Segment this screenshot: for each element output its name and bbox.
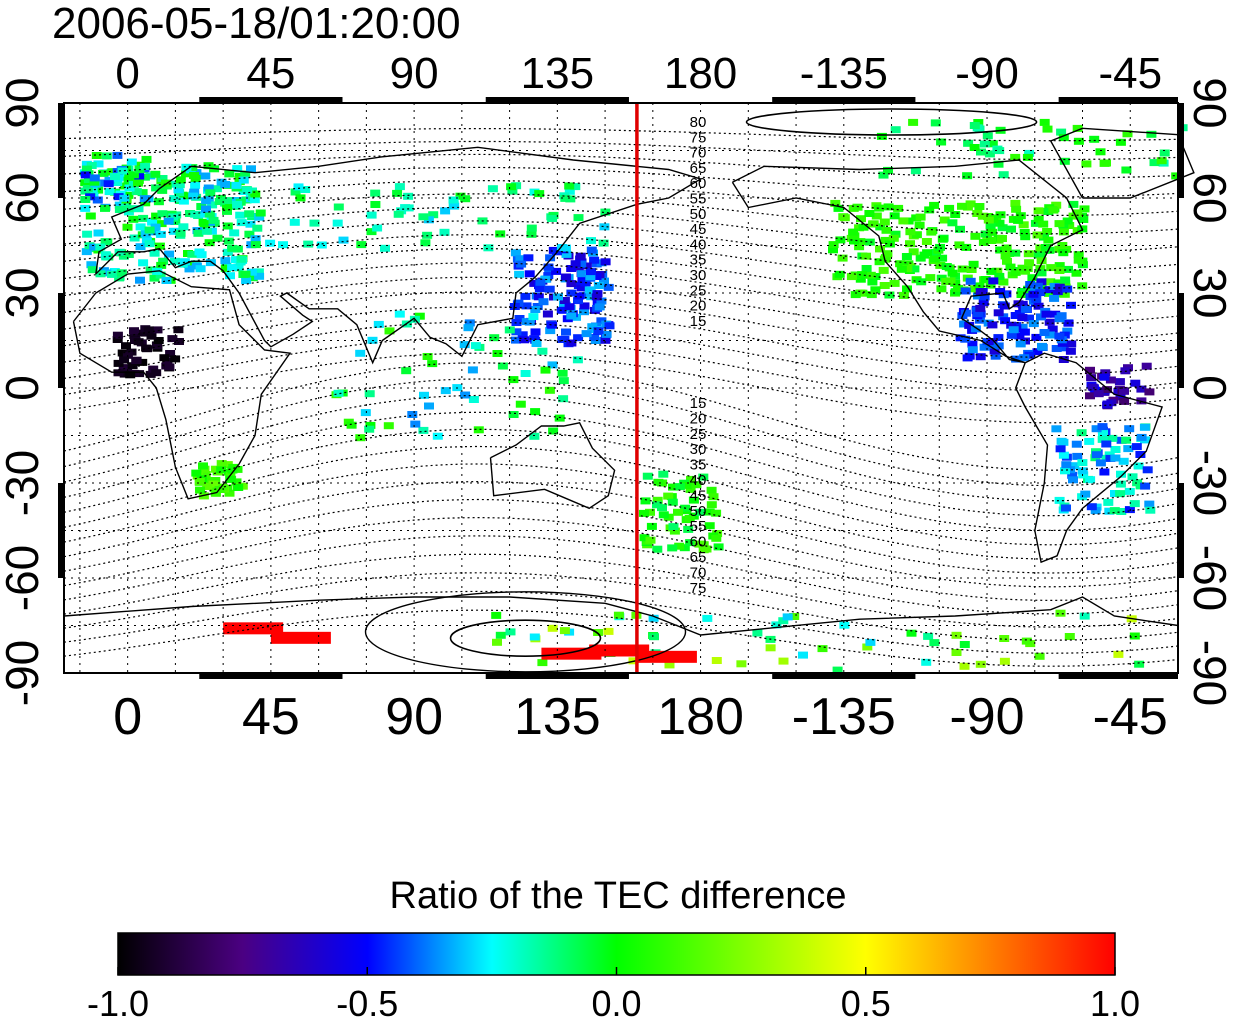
frame-bar <box>772 97 916 103</box>
top-lon-tick-label: 180 <box>664 49 737 98</box>
bottom-lon-tick-label: 135 <box>514 688 601 746</box>
right-lat-tick-label: 60 <box>1184 172 1236 223</box>
right-lat-tick-label: 30 <box>1184 267 1236 318</box>
frame-bar <box>1178 483 1184 578</box>
contour-label-north: 20 <box>690 298 707 315</box>
top-lon-ticks: 0 45 90 135 180 -135 -90 -45 <box>115 49 1162 98</box>
contour-label-south: 45 <box>690 487 707 504</box>
timestamp-title: 2006-05-18/01:20:00 <box>52 0 461 48</box>
bottom-lon-tick-label: -45 <box>1093 688 1168 746</box>
colorbar-tick-label: 1.0 <box>1090 983 1140 1024</box>
colorbar-tick-label: -1.0 <box>87 983 149 1024</box>
top-lon-tick-label: 90 <box>390 49 439 98</box>
colorbar-tick-label: 0.5 <box>841 983 891 1024</box>
contour-label-north: 75 <box>690 129 707 146</box>
contour-label-south: 15 <box>690 395 707 412</box>
top-lon-tick-label: 0 <box>115 49 139 98</box>
contour-label-north: 45 <box>690 221 707 238</box>
frame-bar <box>772 673 916 679</box>
bottom-lon-ticks: 0 45 90 135 180 -135 -90 -45 <box>113 688 1168 746</box>
contour-label-north: 25 <box>690 282 707 299</box>
contour-label-south: 55 <box>690 518 707 535</box>
left-lat-tick-label: 60 <box>0 172 48 223</box>
left-lat-tick-label: -30 <box>0 450 48 516</box>
right-lat-tick-label: -60 <box>1184 545 1236 611</box>
frame-bar <box>199 673 343 679</box>
colorbar-title: Ratio of the TEC difference <box>390 875 847 917</box>
contour-label-north: 40 <box>690 236 707 253</box>
top-lon-tick-label: -90 <box>955 49 1019 98</box>
contour-label-south: 40 <box>690 472 707 489</box>
contour-label-north: 50 <box>690 206 707 223</box>
magnetic-latitude-contours <box>63 108 1179 673</box>
bottom-lon-tick-label: 90 <box>385 688 443 746</box>
frame-bar <box>199 97 343 103</box>
contour-label-south: 25 <box>690 426 707 443</box>
contour-label-north: 60 <box>690 175 707 192</box>
left-lat-tick-label: 90 <box>0 77 48 128</box>
frame-bar <box>58 293 64 388</box>
frame-bar <box>1178 103 1184 198</box>
contour-label-south: 70 <box>690 564 707 581</box>
left-lat-tick-label: 30 <box>0 267 48 318</box>
frame-bar <box>485 673 629 679</box>
bottom-lon-tick-label: -90 <box>949 688 1024 746</box>
top-lon-tick-label: 135 <box>521 49 594 98</box>
frame-bars <box>58 97 1184 679</box>
contour-label-north: 65 <box>690 160 707 177</box>
left-lat-tick-label: -90 <box>0 640 48 706</box>
frame-bar <box>1058 97 1178 103</box>
frame-bar <box>485 97 629 103</box>
left-lat-ticks: 90 60 30 0 -30 -60 -90 <box>0 77 48 706</box>
right-lat-ticks: 90 60 30 0 -30 -60 -90 <box>1184 77 1236 706</box>
right-lat-tick-label: -30 <box>1184 450 1236 516</box>
contour-labels: 8075706560555045403530252015152025303540… <box>690 114 707 597</box>
frame-bar <box>1178 293 1184 388</box>
right-lat-tick-label: 90 <box>1184 77 1236 128</box>
frame-bar <box>1058 673 1178 679</box>
contour-label-north: 80 <box>690 114 707 131</box>
colorbar-ticks: -1.0 -0.5 0.0 0.5 1.0 <box>87 967 1140 1024</box>
left-lat-tick-label: -60 <box>0 545 48 611</box>
contour-label-south: 60 <box>690 534 707 551</box>
bottom-lon-tick-label: 45 <box>242 688 300 746</box>
contour-label-south: 75 <box>690 580 707 597</box>
contour-label-south: 30 <box>690 441 707 458</box>
bottom-lon-tick-label: 0 <box>113 688 142 746</box>
frame-bar <box>58 483 64 578</box>
top-lon-tick-label: -45 <box>1098 49 1162 98</box>
contour-label-south: 65 <box>690 549 707 566</box>
bottom-lon-tick-label: 180 <box>657 688 744 746</box>
contour-label-south: 35 <box>690 457 707 474</box>
bottom-lon-tick-label: -135 <box>792 688 896 746</box>
contour-label-south: 20 <box>690 410 707 427</box>
contour-label-north: 70 <box>690 145 707 162</box>
contour-label-north: 55 <box>690 191 707 208</box>
contour-label-north: 30 <box>690 267 707 284</box>
right-lat-tick-label: -90 <box>1184 640 1236 706</box>
top-lon-tick-label: -135 <box>800 49 888 98</box>
left-lat-tick-label: 0 <box>0 375 48 401</box>
top-lon-tick-label: 45 <box>246 49 295 98</box>
contour-label-north: 35 <box>690 252 707 269</box>
right-lat-tick-label: 0 <box>1184 375 1236 401</box>
contour-label-north: 15 <box>690 313 707 330</box>
contour-label-south: 50 <box>690 503 707 520</box>
colorbar-tick-label: -0.5 <box>336 983 398 1024</box>
map-area: 8075706560555045403530252015152025303540… <box>63 102 1195 674</box>
colorbar-tick-label: 0.0 <box>591 983 641 1024</box>
frame-bar <box>58 103 64 198</box>
